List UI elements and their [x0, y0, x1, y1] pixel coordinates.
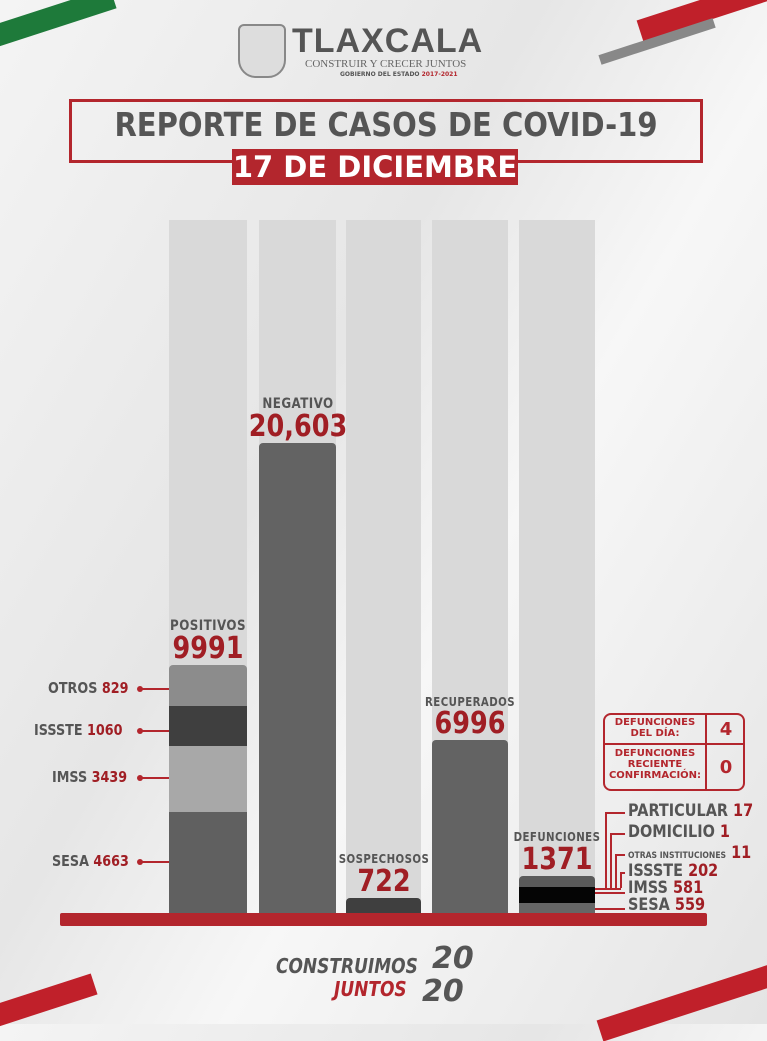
connector-line: [595, 892, 625, 894]
date-badge: 17 DE DICIEMBRE: [232, 149, 518, 185]
column-bg-sospechosos: [346, 220, 421, 915]
decor-stripe-red-bottom-left: [0, 973, 98, 1032]
deaths-recent-label: DEFUNCIONES RECIENTE CONFIRMACIÓN:: [605, 748, 705, 781]
footer-year-top: 20: [432, 941, 474, 976]
death-legend-sesa: SESA 559: [628, 897, 705, 914]
value-recuperados: 6996: [434, 706, 506, 741]
death-legend-issste: ISSSTE 202: [628, 863, 718, 880]
connector-line: [605, 812, 607, 888]
government-line: GOBIERNO DEL ESTADO 2017-2021: [340, 72, 458, 78]
deaths-day-label-2: DEL DÍA:: [630, 728, 680, 739]
coat-of-arms-icon: [238, 24, 286, 78]
connector-line: [140, 861, 169, 863]
legend-imss-value: 3439: [91, 768, 128, 786]
bar-positivos-sesa: [169, 812, 247, 915]
deaths-box: DEFUNCIONES DEL DÍA: 4 DEFUNCIONES RECIENT…: [603, 713, 745, 791]
connector-line: [140, 777, 169, 779]
death-legend-domicilio-name: DOMICILIO: [628, 822, 715, 842]
connector-line: [620, 872, 625, 874]
legend-issste-name: ISSSTE: [34, 721, 83, 739]
bar-negativo: [259, 443, 336, 915]
bar-recuperados: [432, 740, 508, 915]
value-sospechosos: 722: [357, 864, 411, 899]
bar-defunciones-top: [519, 876, 595, 887]
bar-defunciones-sesa: [519, 903, 595, 915]
death-legend-issste-name: ISSSTE: [628, 861, 684, 881]
deaths-recent-label-2: RECIENTE: [627, 759, 683, 770]
connector-line: [140, 730, 169, 732]
value-negativo: 20,603: [248, 409, 348, 444]
footer-year-bottom: 20: [422, 974, 464, 1009]
legend-otros-value: 829: [101, 679, 129, 697]
legend-sesa-name: SESA: [52, 852, 89, 870]
deaths-recent-value: 0: [719, 757, 733, 778]
death-legend-particular: PARTICULAR 17: [628, 803, 753, 820]
value-defunciones: 1371: [521, 842, 593, 877]
connector-line: [615, 854, 617, 888]
legend-sesa: SESA 4663: [52, 854, 129, 869]
column-bg-defunciones: [519, 220, 595, 915]
connector-line: [610, 833, 625, 835]
deaths-day-label-1: DEFUNCIONES: [614, 717, 696, 728]
footer-construimos: CONSTRUIMOS: [276, 954, 418, 978]
label-defunciones: DEFUNCIONES: [513, 830, 601, 844]
deaths-box-vdivider: [705, 715, 707, 789]
logo-text: TLAXCALA: [292, 22, 484, 60]
death-legend-particular-value: 17: [733, 801, 754, 821]
deaths-recent-label-3: CONFIRMACIÓN:: [608, 770, 702, 781]
connector-line: [610, 833, 612, 888]
decor-stripe-red-bottom-right: [596, 958, 767, 1041]
label-negativo: NEGATIVO: [262, 396, 334, 412]
government-text: GOBIERNO DEL ESTADO: [340, 71, 420, 78]
legend-imss-name: IMSS: [52, 768, 88, 786]
death-legend-imss-value: 581: [672, 878, 704, 898]
death-legend-particular-name: PARTICULAR: [628, 801, 729, 821]
bar-positivos-imss: [169, 746, 247, 812]
legend-imss: IMSS 3439: [52, 770, 127, 785]
value-positivos: 9991: [172, 631, 244, 666]
footer-juntos: JUNTOS: [334, 977, 407, 1001]
legend-sesa-value: 4663: [93, 852, 129, 870]
legend-issste-value: 1060: [87, 721, 123, 739]
deaths-box-hdivider: [605, 743, 743, 745]
bar-positivos-issste: [169, 706, 247, 746]
bar-sospechosos: [346, 898, 421, 915]
death-legend-sesa-value: 559: [674, 895, 706, 915]
deaths-recent-label-1: DEFUNCIONES: [614, 748, 696, 759]
decor-stripe-green: [0, 0, 117, 52]
death-legend-imss-name: IMSS: [628, 878, 668, 898]
label-recuperados: RECUPERADOS: [425, 695, 515, 709]
page-title: REPORTE DE CASOS DE COVID-19: [114, 105, 658, 144]
deaths-day-value: 4: [719, 719, 733, 740]
connector-line: [595, 888, 621, 890]
death-legend-imss: IMSS 581: [628, 880, 703, 897]
death-legend-sesa-name: SESA: [628, 895, 670, 915]
label-sospechosos: SOSPECHOSOS: [338, 852, 430, 866]
deaths-day-label: DEFUNCIONES DEL DÍA:: [605, 717, 705, 739]
death-legend-domicilio: DOMICILIO 1: [628, 824, 730, 841]
connector-line: [620, 872, 622, 888]
death-legend-otras: OTRAS INSTITUCIONES 11: [628, 845, 751, 865]
connector-line: [140, 688, 169, 690]
bar-defunciones-imss: [519, 887, 595, 903]
legend-otros-name: OTROS: [48, 679, 98, 697]
bar-positivos-otros: [169, 665, 247, 706]
death-legend-domicilio-value: 1: [719, 822, 730, 842]
label-positivos: POSITIVOS: [170, 618, 246, 634]
legend-otros: OTROS 829: [48, 681, 128, 696]
death-legend-issste-value: 202: [688, 861, 719, 881]
connector-line: [595, 908, 625, 910]
legend-issste: ISSSTE 1060: [34, 723, 122, 738]
connector-line: [615, 854, 625, 856]
period-text: 2017-2021: [421, 71, 458, 78]
connector-line: [605, 812, 625, 814]
death-legend-otras-name: OTRAS INSTITUCIONES: [628, 851, 727, 861]
death-legend-otras-value: 11: [731, 843, 752, 863]
baseline-bar: [60, 913, 707, 926]
slogan: CONSTRUIR Y CRECER JUNTOS: [305, 58, 467, 70]
